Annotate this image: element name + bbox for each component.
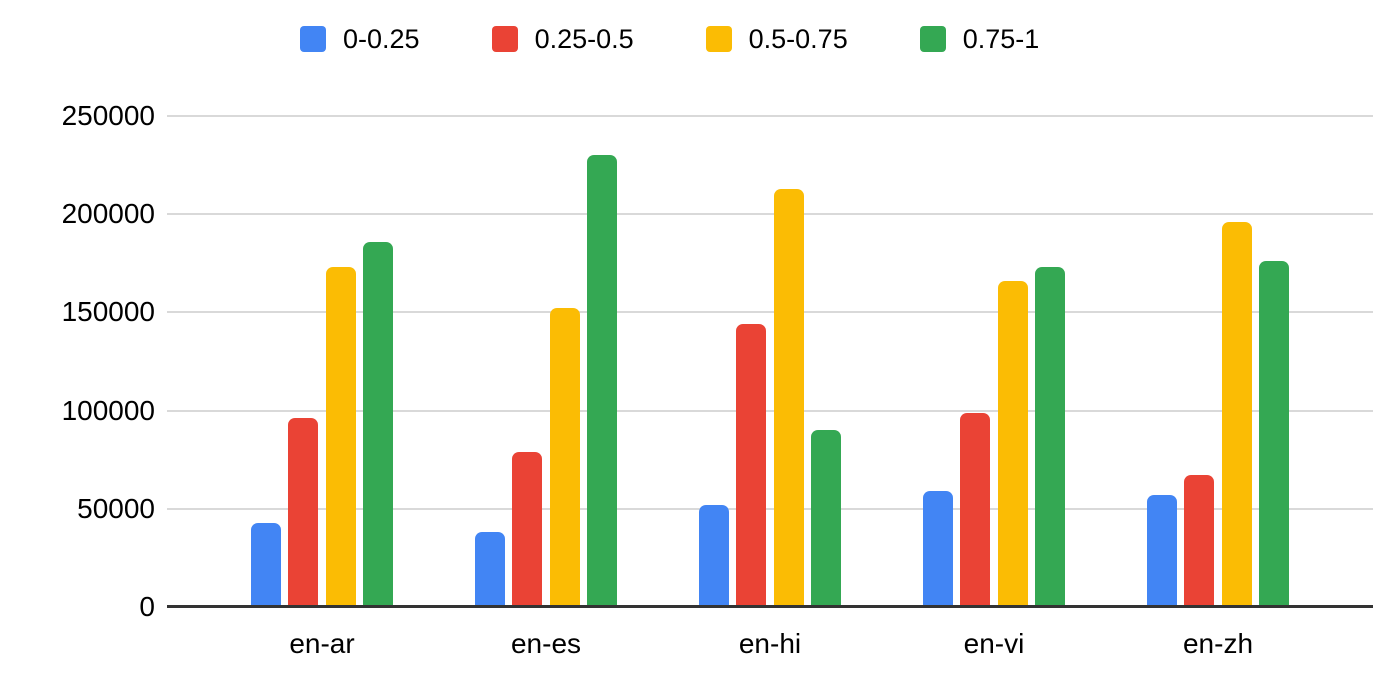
bar-en-ar-0.75-1[interactable]	[363, 241, 394, 607]
legend-swatch-0.25-0.5	[491, 26, 518, 52]
x-tick-label-en-es: en-es	[510, 628, 582, 659]
bar-en-es-0.75-1[interactable]	[587, 155, 618, 607]
bar-en-zh-0.25-0.5[interactable]	[1184, 475, 1215, 607]
y-tick-label-0: 0	[139, 591, 155, 622]
bar-en-es-0.5-0.75[interactable]	[549, 308, 580, 607]
y-tick-label-250000: 250000	[61, 100, 155, 131]
y-tick-label-200000: 200000	[61, 198, 155, 230]
legend-swatch-0.5-0.75	[705, 26, 732, 52]
bar-en-hi-0-0.25[interactable]	[698, 504, 729, 607]
y-tick-label-50000: 50000	[77, 492, 155, 524]
bar-en-zh-0.75-1[interactable]	[1259, 261, 1290, 607]
legend-item-0.5-0.75[interactable]: 0.5-0.75	[705, 22, 848, 56]
gridline-50000	[167, 507, 1373, 510]
bar-en-ar-0.5-0.75[interactable]	[325, 267, 356, 607]
legend-label: 0.5-0.75	[748, 24, 848, 54]
bar-en-vi-0.25-0.5[interactable]	[960, 412, 991, 607]
bar-en-ar-0-0.25[interactable]	[250, 522, 281, 607]
legend-item-0-0.25[interactable]: 0-0.25	[300, 22, 420, 56]
bar-en-vi-0-0.25[interactable]	[922, 491, 953, 607]
x-tick-label-en-hi: en-hi	[738, 628, 802, 659]
bar-en-hi-0.25-0.5[interactable]	[736, 324, 767, 607]
legend-swatch-0-0.25	[300, 26, 326, 52]
gridline-150000	[167, 311, 1373, 314]
x-tick-label-en-ar: en-ar	[289, 628, 355, 659]
legend-label: 0.25-0.5	[534, 24, 634, 54]
gridline-200000	[167, 213, 1373, 216]
x-tick-label-en-vi: en-vi	[963, 628, 1025, 659]
legend-swatch-0.75-1	[919, 26, 946, 52]
legend-label: 0-0.25	[343, 24, 420, 54]
legend-item-0.75-1[interactable]: 0.75-1	[919, 22, 1040, 56]
y-tick-label-100000: 100000	[61, 394, 155, 426]
bar-en-vi-0.75-1[interactable]	[1035, 267, 1066, 607]
chart-legend: 0-0.25 0.25-0.5 0.5-0.75 0.75-1	[300, 22, 1039, 56]
bar-en-hi-0.5-0.75[interactable]	[773, 188, 804, 607]
x-tick-label-en-zh: en-zh	[1182, 628, 1254, 659]
gridline-100000	[167, 409, 1373, 412]
bar-en-vi-0.5-0.75[interactable]	[997, 280, 1028, 607]
y-tick-label-150000: 150000	[61, 296, 155, 328]
gridline-250000	[167, 115, 1373, 117]
legend-item-0.25-0.5[interactable]: 0.25-0.5	[491, 22, 634, 56]
plot-area	[167, 115, 1373, 608]
bar-en-es-0.25-0.5[interactable]	[512, 451, 543, 607]
bar-en-ar-0.25-0.5[interactable]	[288, 418, 319, 607]
bar-en-zh-0-0.25[interactable]	[1146, 495, 1177, 607]
bar-en-es-0-0.25[interactable]	[474, 532, 505, 607]
bar-en-hi-0.75-1[interactable]	[811, 430, 842, 607]
bar-en-zh-0.5-0.75[interactable]	[1221, 222, 1252, 607]
x-axis-line	[167, 605, 1373, 608]
legend-label: 0.75-1	[962, 24, 1040, 54]
